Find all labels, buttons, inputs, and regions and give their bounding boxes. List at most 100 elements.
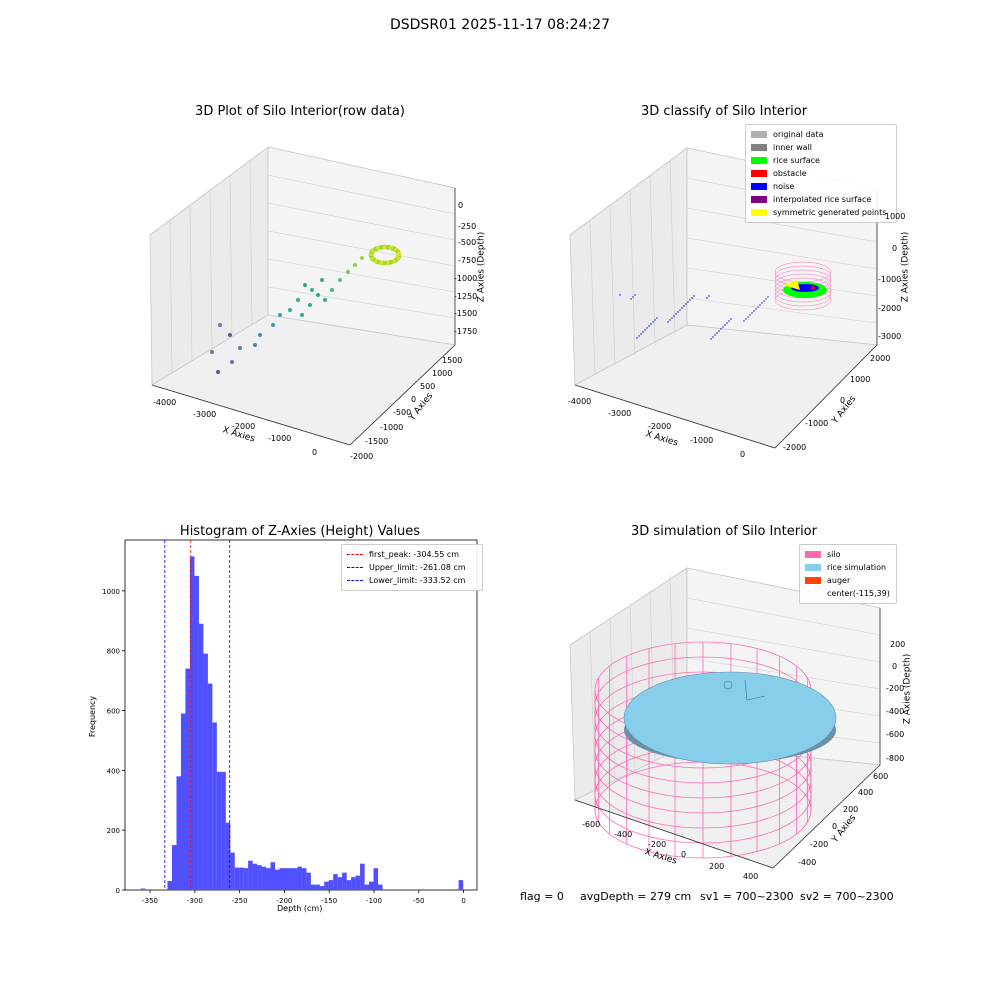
hist-bar [216,771,222,890]
p2-noise-point [634,294,636,296]
p2-noise-point [693,295,695,297]
hist-bar [351,877,356,890]
p2-ztick-2: -1000 [878,275,902,284]
legend-swatch [751,183,767,190]
p2-xtick-1: -3000 [608,409,632,418]
p2-noise-point [716,332,718,334]
p2-gridline [686,267,878,297]
p4-gridline [686,657,881,690]
p2-noise-point [632,296,634,298]
p1-ytick-1: 1000 [432,369,453,378]
p1-data-point [320,278,324,282]
hist-bar [297,866,302,890]
p1-ztick-3: -750 [458,256,477,265]
hist-bar [328,880,334,890]
p1-ztick-5: -1250 [454,292,478,301]
hist-xtick-label: -50 [413,897,424,905]
p2-noise-point [679,309,681,311]
p2-noise-point [650,323,652,325]
p1-data-point [238,346,242,350]
p2-obstacle-point [811,286,815,290]
hist-bar [310,884,316,890]
p2-noise-point [683,305,685,307]
p1-ytick-0: 1500 [442,356,463,365]
p2-noise-point [640,333,642,335]
p1-data-point [296,298,300,302]
hist-bar [243,868,249,890]
hist-bar [270,862,276,890]
hist-bar [324,881,329,890]
p1-gridline [267,286,456,319]
p2-ytick-2: 0 [840,396,846,405]
legend-line [347,580,363,581]
p1-data-point [258,333,262,337]
p4-ytick-3: 0 [832,822,838,831]
p1-data-point [303,283,307,287]
p2-noise-point [757,306,759,308]
p2-noise-point [749,314,751,316]
legend-swatch [751,144,767,151]
p4-ztick-4: -600 [886,730,905,739]
p1-data-point [353,263,357,267]
p2-noise-point [761,302,763,304]
legend-item: auger [805,574,891,587]
hist-ytick-label: 200 [107,827,120,835]
p4-ytick-5: -400 [798,858,817,867]
p2-ztick-0: 1000 [885,212,906,221]
hist-bar [360,863,365,890]
p2-noise-point [630,298,632,300]
p2-noise-point [636,337,638,339]
hist-legend: first_peak: -304.55 cm Upper_limit: -261… [341,544,483,591]
hist-bar [207,683,213,890]
legend-item: symmetric generated points [751,206,891,219]
legend-label: Upper_limit: -261.08 cm [369,563,466,572]
p1-gridline [209,189,213,350]
p4-zlabel: Z Axies (Depth) [902,653,913,725]
p2-noise-point [765,298,767,300]
p2-noise-point [714,334,716,336]
p1-xtick-0: -4000 [153,398,177,407]
legend-item: rice simulation [805,561,891,574]
p2-ztick-4: -3000 [878,332,902,341]
legend-label: inner wall [773,143,813,152]
p4-ytick-4: -200 [810,840,829,849]
p1-data-point [346,270,350,274]
p2-noise-point [656,317,658,319]
hist-ytick-label: 600 [107,708,120,716]
p1-xtick-2: -2000 [232,422,256,431]
p2-noise-point [654,319,656,321]
legend-item: rice surface [751,154,891,167]
p1-ytick-4: -500 [393,408,412,417]
p2-ztick-3: -2000 [878,304,902,313]
hist-bar [140,888,146,890]
hist-ytick-label: 800 [107,648,120,656]
legend-item: inner wall [751,141,891,154]
hist-ytick-label: 1000 [102,588,120,596]
p2-gridline [669,159,676,336]
legend-label: rice surface [773,156,820,165]
panel4-plot [569,567,881,869]
p2-noise-point [677,311,679,313]
hist-bar [189,556,195,890]
panel4-title: 3D simulation of Silo Interior [631,524,817,539]
hist-bar [458,880,464,890]
hist-xtick-label: -300 [187,897,203,905]
hist-bar [167,881,173,890]
p2-noise-point [671,317,673,319]
legend-item: obstacle [751,167,891,180]
legend-label: obstacle [773,169,807,178]
p2-gridline [686,237,878,270]
legend-swatch [805,590,821,597]
p1-data-point [271,323,275,327]
hist-bar [261,866,267,890]
hist-ytick-label: 400 [107,767,120,775]
hist-xtick-label: -350 [142,897,158,905]
p1-data-point [316,293,320,297]
p1-data-point [288,308,292,312]
status-avg-depth: avgDepth = 279 cm [580,890,692,903]
p2-noise-point [673,315,675,317]
figure-title: DSDSR01 2025-11-17 08:24:27 [389,17,610,33]
p1-gridline [267,230,456,267]
p4-xtick-5: 400 [743,872,759,881]
hist-xtick-label: -100 [366,897,382,905]
